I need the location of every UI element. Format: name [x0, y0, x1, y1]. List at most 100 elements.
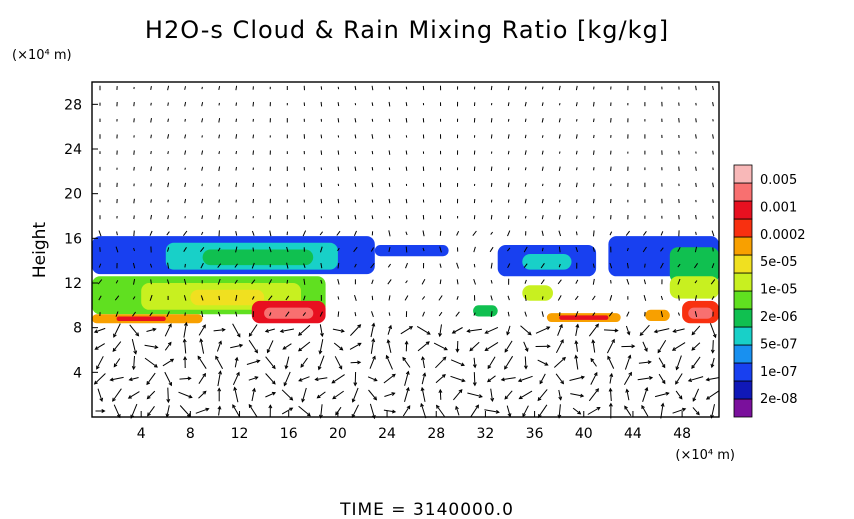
- wind-vector: [524, 294, 527, 301]
- wind-vector: [388, 86, 391, 90]
- wind-vector: [235, 118, 237, 122]
- wind-vector: [555, 339, 564, 354]
- wind-vector: [557, 295, 562, 301]
- wind-vector: [608, 402, 613, 419]
- colorbar-swatch: [733, 218, 753, 238]
- wind-vector: [182, 338, 187, 354]
- wind-vector: [677, 278, 681, 285]
- wind-vector: [535, 344, 551, 349]
- colorbar-swatch: [733, 272, 753, 292]
- y-tick-label: 12: [64, 276, 82, 292]
- wind-vector: [592, 278, 595, 285]
- wind-vector: [405, 150, 408, 155]
- wind-vector: [574, 295, 579, 301]
- wind-vector: [593, 101, 595, 107]
- wind-vector: [298, 405, 311, 417]
- wind-vector: [167, 262, 170, 269]
- wind-vector: [484, 341, 499, 351]
- wind-vector: [507, 215, 510, 219]
- wind-vector: [569, 375, 585, 381]
- wind-vector: [235, 151, 237, 155]
- colorbar-swatch: [733, 254, 753, 274]
- x-tick-label: 32: [476, 426, 494, 442]
- x-tick-label: 48: [673, 426, 691, 442]
- wind-vector: [625, 230, 630, 236]
- wind-vector: [435, 404, 445, 417]
- wind-vector: [285, 311, 290, 317]
- wind-vector: [113, 323, 121, 338]
- wind-vector: [695, 215, 697, 220]
- wind-vector: [456, 296, 459, 300]
- wind-vector: [354, 183, 357, 187]
- wind-vector: [504, 355, 514, 370]
- wind-vector: [150, 86, 152, 90]
- wind-vector: [625, 325, 631, 336]
- wind-vector: [201, 231, 204, 236]
- wind-vector: [113, 358, 121, 368]
- wind-vector: [182, 230, 188, 236]
- wind-vector: [200, 262, 204, 269]
- wind-vector: [405, 102, 408, 107]
- wind-vector: [353, 371, 358, 387]
- wind-vector: [318, 339, 324, 355]
- wind-vector: [490, 262, 493, 269]
- wind-vector: [217, 387, 222, 402]
- wind-vector: [109, 376, 124, 382]
- wind-vector: [710, 279, 716, 285]
- colorbar-label: 1e-05: [760, 283, 798, 298]
- wind-vector: [524, 134, 527, 139]
- wind-vector: [184, 263, 186, 268]
- wind-vector: [388, 118, 391, 122]
- wind-vector: [388, 312, 391, 316]
- wind-vector: [167, 247, 170, 252]
- y-tick-label: 8: [73, 321, 82, 337]
- wind-vector: [575, 182, 578, 188]
- wind-vector: [201, 166, 204, 171]
- wind-vector: [523, 356, 528, 370]
- wind-vector: [320, 101, 323, 107]
- wind-vector: [281, 407, 294, 415]
- wind-vector: [264, 328, 275, 333]
- wind-vector: [541, 230, 544, 237]
- wind-vector: [235, 134, 238, 139]
- wind-vector: [675, 373, 683, 385]
- wind-vector: [558, 134, 561, 139]
- wind-vector: [490, 388, 495, 403]
- wind-vector: [660, 247, 664, 252]
- wind-vector: [114, 295, 120, 301]
- wind-vector: [133, 198, 135, 204]
- wind-vector: [248, 324, 258, 337]
- wind-vector: [367, 376, 378, 382]
- wind-vector: [218, 295, 220, 301]
- wind-vector: [218, 85, 221, 91]
- wind-vector: [201, 118, 204, 123]
- wind-vector: [116, 231, 118, 236]
- wind-vector: [166, 387, 171, 404]
- x-tick-label: 16: [280, 426, 298, 442]
- wind-vector: [167, 85, 170, 91]
- wind-vector: [558, 118, 561, 123]
- wind-vector: [334, 356, 343, 370]
- wind-vector: [94, 343, 105, 350]
- wind-vector: [404, 295, 409, 301]
- wind-vector: [279, 328, 294, 333]
- wind-vector: [128, 377, 139, 382]
- wind-vector: [235, 85, 238, 91]
- wind-vector: [133, 150, 135, 155]
- wind-vector: [593, 183, 595, 187]
- wind-vector: [388, 182, 391, 187]
- wind-vector: [421, 356, 425, 369]
- wind-vector: [421, 372, 427, 385]
- wind-vector: [286, 246, 289, 253]
- wind-vector: [115, 311, 119, 317]
- wind-vector: [201, 150, 204, 155]
- wind-vector: [184, 215, 186, 219]
- wind-vector: [216, 340, 222, 352]
- wind-vector: [269, 230, 272, 237]
- wind-vector: [520, 325, 532, 336]
- wind-vector: [371, 134, 374, 139]
- wind-vector: [201, 198, 204, 204]
- wind-vector: [213, 327, 226, 332]
- wind-vector: [98, 295, 102, 301]
- x-axis-unit: (×10⁴ m): [675, 448, 735, 463]
